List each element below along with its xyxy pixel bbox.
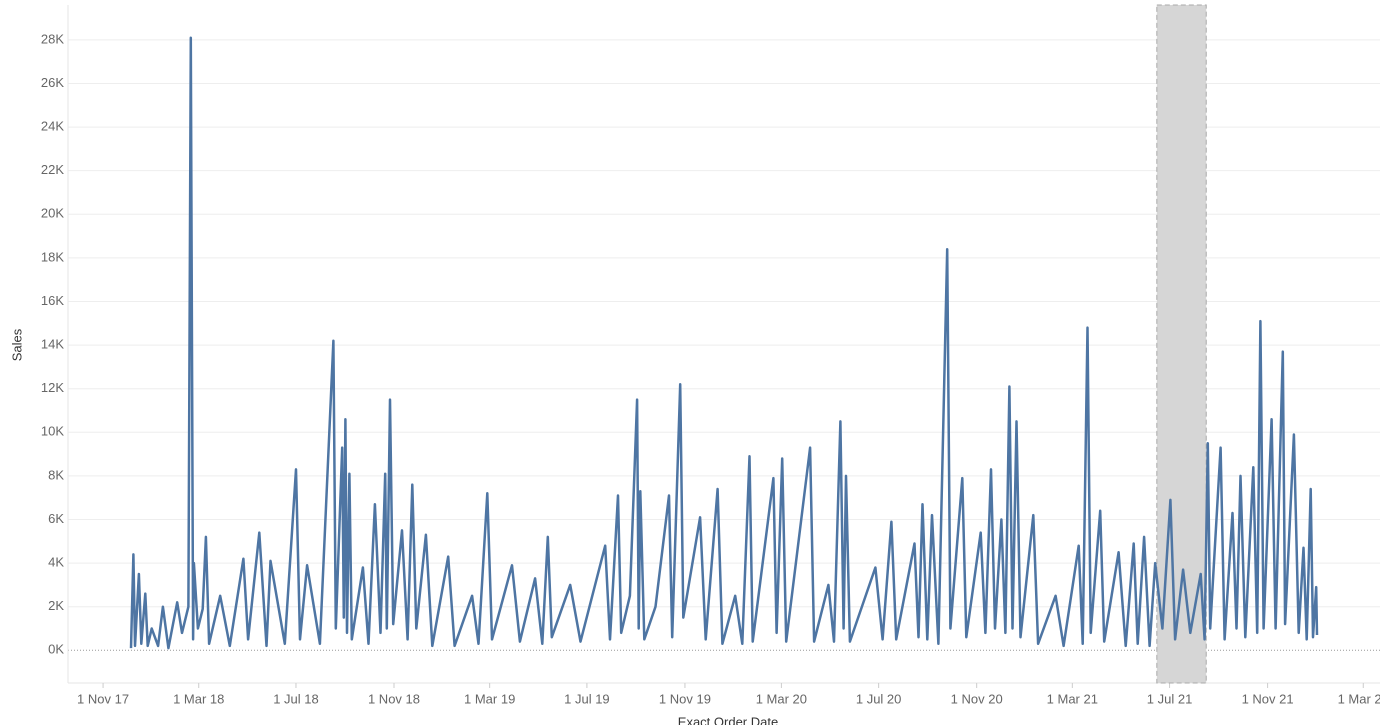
y-tick-label: 28K [41, 31, 64, 46]
x-axis-title: Exact Order Date [678, 714, 778, 725]
y-axis-title: Sales [9, 328, 24, 361]
y-tick-label: 10K [41, 424, 64, 439]
y-tick-label: 12K [41, 380, 64, 395]
y-tick-label: 20K [41, 206, 64, 221]
y-tick-label: 18K [41, 249, 64, 264]
x-tick-label: 1 Mar 22 [1338, 691, 1380, 706]
x-tick-label: 1 Nov 17 [77, 691, 129, 706]
y-tick-label: 24K [41, 119, 64, 134]
x-tick-label: 1 Mar 18 [173, 691, 224, 706]
y-tick-label: 4K [48, 555, 64, 570]
y-tick-label: 6K [48, 511, 64, 526]
y-tick-label: 14K [41, 337, 64, 352]
x-tick-label: 1 Mar 21 [1047, 691, 1098, 706]
x-tick-label: 1 Jul 20 [856, 691, 902, 706]
sales-line [129, 36, 1319, 650]
x-tick-label: 1 Mar 19 [464, 691, 515, 706]
y-tick-label: 26K [41, 75, 64, 90]
y-tick-label: 16K [41, 293, 64, 308]
y-tick-label: 0K [48, 642, 64, 657]
y-tick-label: 8K [48, 467, 64, 482]
x-tick-label: 1 Nov 21 [1242, 691, 1294, 706]
x-tick-label: 1 Jul 21 [1147, 691, 1193, 706]
x-tick-label: 1 Mar 20 [756, 691, 807, 706]
x-tick-label: 1 Jul 19 [564, 691, 610, 706]
y-tick-label: 2K [48, 598, 64, 613]
x-tick-label: 1 Jul 18 [273, 691, 319, 706]
x-tick-label: 1 Nov 20 [951, 691, 1003, 706]
x-tick-label: 1 Nov 19 [659, 691, 711, 706]
x-tick-label: 1 Nov 18 [368, 691, 420, 706]
y-tick-label: 22K [41, 162, 64, 177]
